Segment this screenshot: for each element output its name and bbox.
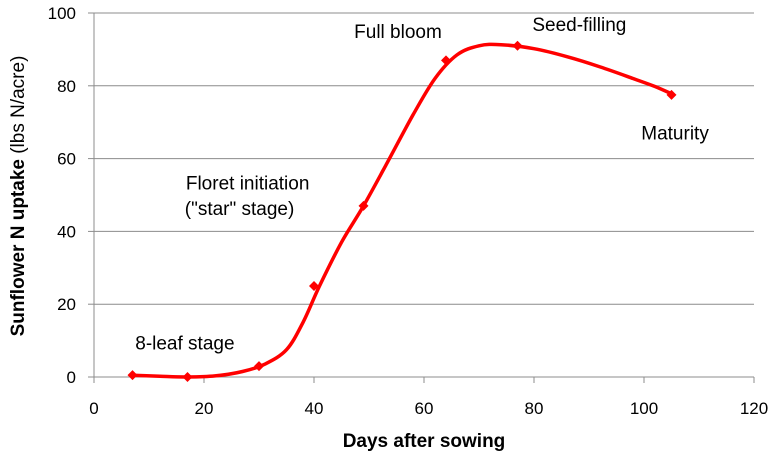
y-axis-title-unit: (lbs N/acre) bbox=[8, 56, 29, 159]
annotation-5: Maturity bbox=[641, 123, 709, 144]
y-tick-label: 40 bbox=[57, 222, 76, 241]
series-layer bbox=[127, 40, 677, 382]
data-point-2 bbox=[254, 361, 264, 372]
y-tick-label: 0 bbox=[67, 368, 76, 387]
series-line-0 bbox=[130, 42, 674, 379]
x-tick-label: 120 bbox=[740, 399, 768, 418]
data-point-3 bbox=[309, 281, 319, 291]
annotation-3: Full bloom bbox=[354, 22, 442, 43]
x-tick-label: 20 bbox=[195, 399, 214, 418]
data-point-6 bbox=[512, 40, 523, 51]
x-tick-label: 60 bbox=[415, 399, 434, 418]
x-tick-label: 80 bbox=[525, 399, 544, 418]
y-axis-title-main: Sunflower N uptake bbox=[8, 159, 29, 336]
data-point-0 bbox=[127, 370, 138, 381]
y-tick-label: 80 bbox=[57, 77, 76, 96]
y-tick-labels: 0 20 40 60 80 100 bbox=[48, 4, 94, 387]
annotation-0: 8-leaf stage bbox=[135, 334, 234, 355]
x-axis-title: Days after sowing bbox=[343, 431, 506, 452]
data-point-4 bbox=[358, 200, 369, 211]
x-tick-label: 40 bbox=[305, 399, 324, 418]
data-point-7 bbox=[666, 89, 677, 100]
x-tick-label: 100 bbox=[630, 399, 658, 418]
y-tick-label: 100 bbox=[48, 4, 76, 23]
annotations: 8-leaf stage Floret initiation ("star" sta… bbox=[135, 15, 709, 355]
y-axis-title: Sunflower N uptake (lbs N/acre) bbox=[8, 56, 29, 337]
x-tick-label: 0 bbox=[89, 399, 98, 418]
annotation-2: ("star" stage) bbox=[185, 199, 295, 220]
data-point-1 bbox=[182, 372, 193, 382]
annotation-4: Seed-filling bbox=[532, 15, 626, 36]
y-tick-label: 60 bbox=[57, 150, 76, 169]
axes bbox=[93, 13, 754, 378]
annotation-1: Floret initiation bbox=[186, 174, 310, 195]
x-tick-labels: 0 20 40 60 80 100 120 bbox=[89, 377, 768, 418]
y-tick-label: 20 bbox=[57, 295, 76, 314]
gridlines bbox=[94, 12, 754, 305]
data-point-5 bbox=[441, 55, 451, 66]
